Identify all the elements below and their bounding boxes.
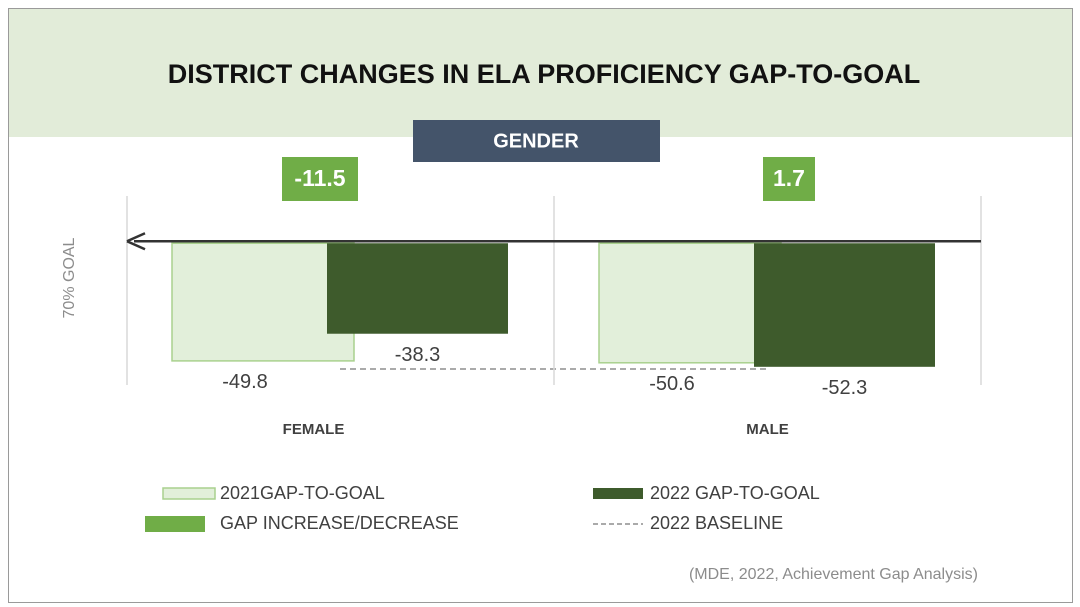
source: (MDE, 2022, Achievement Gap Analysis): [689, 566, 978, 583]
x-tick-label: MALE: [746, 421, 789, 438]
legend-swatch: [162, 487, 216, 500]
value-label: -38.3: [395, 344, 441, 366]
value-label: -50.6: [649, 373, 695, 395]
bar: [327, 243, 508, 334]
legend-swatch: [145, 516, 205, 532]
value-label: -52.3: [822, 377, 868, 399]
bar: [598, 242, 782, 364]
y-axis-label: 70% GOAL: [61, 237, 78, 318]
subtitle-box: [413, 120, 660, 162]
legend-label: 2021GAP-TO-GOAL: [220, 483, 385, 503]
legend-swatch: [593, 488, 643, 499]
change-label: -11.5: [294, 165, 345, 191]
legend-label: 2022 BASELINE: [650, 513, 783, 533]
subtitle: GENDER: [493, 130, 579, 152]
change-label: 1.7: [773, 165, 805, 191]
bar: [171, 242, 355, 362]
legend-label: GAP INCREASE/DECREASE: [220, 513, 459, 533]
x-tick-label: FEMALE: [283, 421, 345, 438]
change-box: [282, 157, 358, 201]
change-box: [763, 157, 815, 201]
header-band: [9, 9, 1072, 137]
bar: [754, 243, 935, 367]
goal-arrowhead: [126, 232, 146, 251]
chart-title: DISTRICT CHANGES IN ELA PROFICIENCY GAP-…: [168, 59, 921, 89]
legend-label: 2022 GAP-TO-GOAL: [650, 483, 820, 503]
value-label: -49.8: [222, 371, 268, 393]
